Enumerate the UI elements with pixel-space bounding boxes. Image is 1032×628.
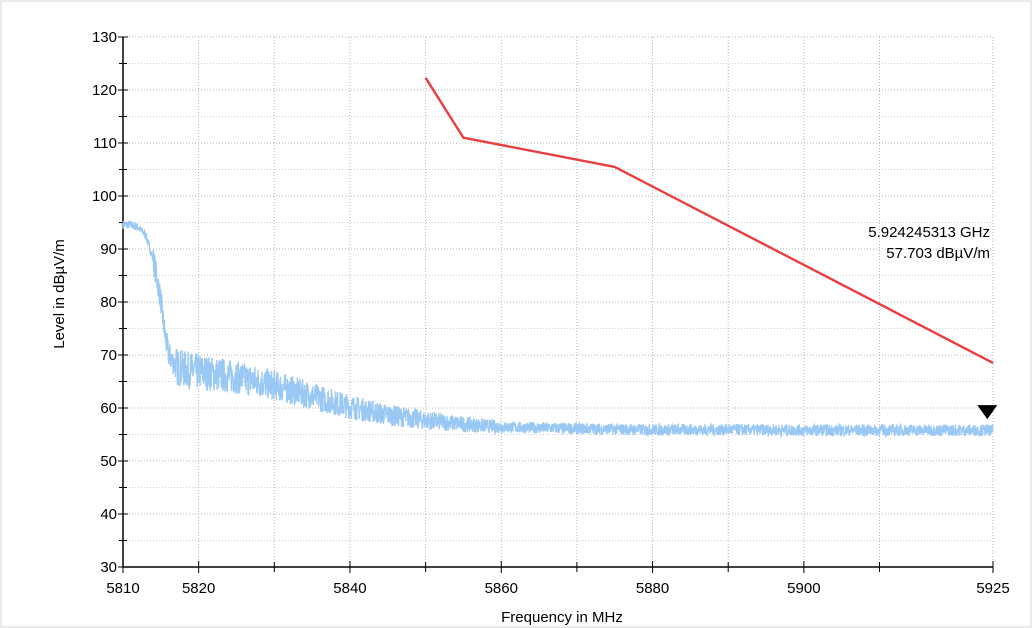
axes: 30 40 50 60 70 80 90 100 110 120 130 5810 5820 5840 58… <box>92 29 1010 597</box>
marker-frequency-label: 5.924245313 GHz <box>868 224 990 241</box>
x-tick-label: 5820 <box>182 580 215 597</box>
y-tick-label: 50 <box>100 453 117 470</box>
y-tick-label: 120 <box>92 82 117 99</box>
x-tick-label: 5925 <box>976 580 1009 597</box>
series-limit-line <box>424 77 994 364</box>
y-tick-label: 90 <box>100 241 117 258</box>
marker-level-label: 57.703 dBµV/m <box>886 245 990 262</box>
y-tick-label: 110 <box>93 135 117 152</box>
x-tick-label: 5900 <box>787 580 820 597</box>
y-tick-label: 70 <box>100 347 117 364</box>
y-axis-label: Level in dBµV/m <box>51 239 68 349</box>
y-tick-label: 80 <box>100 294 117 311</box>
y-tick-label: 100 <box>92 188 117 205</box>
y-tick-label: 60 <box>100 400 117 417</box>
y-tick-label: 40 <box>100 506 117 523</box>
x-tick-label: 5880 <box>636 580 669 597</box>
marker-layer: 5.924245313 GHz 57.703 dBµV/m <box>868 224 998 420</box>
series-layer <box>122 77 994 439</box>
y-tick-label: 30 <box>100 559 117 576</box>
grid <box>123 36 994 567</box>
x-tick-label: 5860 <box>485 580 518 597</box>
x-tick-label: 5810 <box>106 580 139 597</box>
series-measurement-line <box>122 220 994 439</box>
y-tick-label: 130 <box>92 29 117 46</box>
x-tick-label: 5840 <box>333 580 366 597</box>
marker-triangle <box>977 405 998 420</box>
x-axis-label: Frequency in MHz <box>501 609 623 626</box>
